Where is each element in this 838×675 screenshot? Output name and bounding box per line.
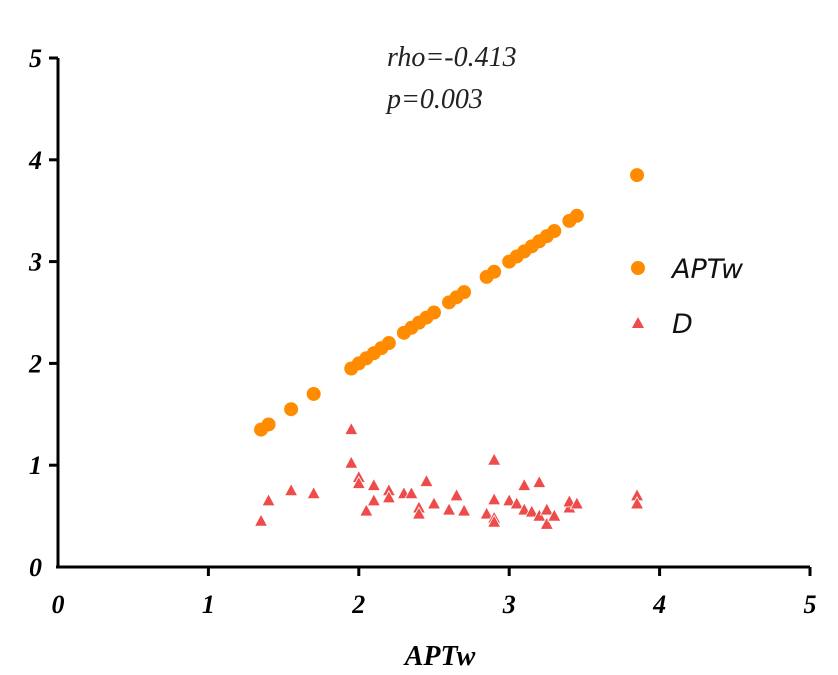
x-tick-label: 3: [502, 590, 516, 619]
aptw-point: [457, 285, 472, 300]
ticks: [49, 56, 812, 576]
legend: APTw D: [631, 254, 744, 340]
d-point: [456, 503, 472, 517]
d-point: [539, 516, 554, 530]
d-point: [419, 473, 434, 487]
tick-labels: 0 1 2 3 4 5 0 1 2 3 4 5: [28, 44, 817, 619]
aptw-point: [630, 168, 645, 183]
d-point: [569, 496, 585, 510]
x-tick-label: 0: [52, 590, 65, 619]
d-point: [524, 504, 539, 518]
d-point: [426, 496, 442, 510]
d-point: [449, 487, 464, 502]
legend-d-label: D: [672, 309, 693, 340]
d-point: [253, 513, 269, 527]
y-tick-label: 3: [28, 248, 42, 277]
p-value-annotation: p=0.003: [385, 84, 483, 115]
y-tick-label: 2: [28, 349, 42, 378]
x-axis-title: APTw: [403, 641, 476, 672]
d-point: [261, 492, 276, 507]
d-point: [306, 485, 321, 500]
d-point: [411, 506, 427, 520]
d-point: [366, 492, 382, 507]
aptw-point: [306, 386, 321, 401]
d-point: [509, 496, 524, 510]
d-point: [562, 494, 577, 508]
y-tick-label: 4: [28, 146, 42, 175]
d-point: [366, 477, 382, 491]
d-point: [479, 506, 494, 520]
d-point: [441, 502, 457, 516]
d-point: [404, 485, 419, 500]
d-point: [359, 503, 374, 517]
x-tick-label: 1: [202, 590, 215, 619]
legend-d-marker: [632, 317, 644, 328]
d-point: [502, 492, 517, 507]
aptw-point: [569, 208, 584, 223]
x-tick-label: 5: [804, 590, 817, 619]
d-point: [351, 475, 366, 489]
d-point: [547, 508, 562, 522]
d-point: [517, 502, 532, 516]
legend-aptw-marker: [631, 261, 645, 275]
aptw-point: [487, 264, 502, 279]
aptw-point: [381, 336, 396, 351]
legend-aptw-label: APTw: [670, 254, 744, 285]
axes: [56, 58, 810, 569]
d-point: [381, 489, 397, 504]
y-tick-label: 5: [29, 44, 42, 73]
d-point: [344, 421, 359, 435]
x-tick-label: 4: [652, 590, 666, 619]
d-point: [629, 496, 645, 510]
aptw-point: [427, 305, 441, 320]
d-point: [486, 491, 502, 506]
y-tick-label: 1: [29, 451, 42, 480]
aptw-point: [547, 224, 562, 239]
d-point: [517, 477, 532, 491]
rho-annotation: rho=-0.413: [387, 42, 517, 73]
x-tick-label: 2: [351, 590, 365, 619]
aptw-point: [261, 417, 276, 432]
d-point: [532, 474, 547, 488]
y-tick-label: 0: [29, 553, 42, 582]
d-point: [486, 452, 502, 466]
d-point: [283, 482, 299, 497]
series-d-points: [253, 421, 645, 530]
series-aptw-points: [254, 168, 645, 437]
d-point: [486, 514, 502, 528]
aptw-point: [284, 402, 299, 417]
d-point: [539, 502, 554, 516]
d-point: [344, 455, 359, 469]
